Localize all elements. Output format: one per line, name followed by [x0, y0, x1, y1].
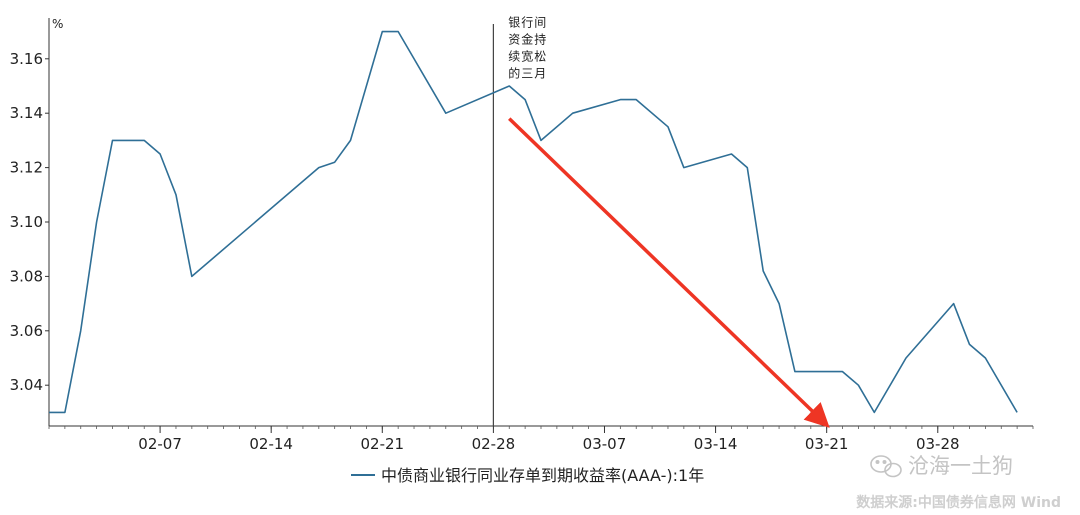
x-tick-label: 02-28 — [472, 435, 516, 453]
legend: 中债商业银行同业存单到期收益率(AAA-):1年 — [351, 466, 704, 485]
axes: 02-07 02-14 02-21 02-28 03-07 03-14 03-21 03-28… — [10, 18, 1034, 453]
y-tick-label: 3.10 — [10, 213, 43, 231]
x-tick-label: 03-28 — [916, 435, 960, 453]
trend-arrow — [508, 117, 830, 428]
y-ticks: 3.04 3.06 3.08 3.10 3.12 3.14 3.16 — [10, 50, 49, 394]
y-tick-label: 3.06 — [10, 322, 43, 340]
source-text: 数据来源:中国债券信息网 Wind — [856, 494, 1061, 511]
x-major-ticks: 02-07 02-14 02-21 02-28 03-07 03-14 03-21 03-28 — [138, 426, 960, 453]
y-tick-label: 3.08 — [10, 267, 43, 285]
x-tick-label: 02-14 — [249, 435, 293, 453]
x-tick-label: 03-14 — [694, 435, 738, 453]
series-line — [49, 30, 1018, 414]
annotation-line: 资金持 — [508, 32, 547, 47]
wechat-icon — [870, 455, 902, 478]
x-tick-label: 02-07 — [138, 435, 182, 453]
x-tick-label: 03-07 — [583, 435, 627, 453]
legend-label: 中债商业银行同业存单到期收益率(AAA-):1年 — [381, 466, 704, 485]
annotation-line: 银行间 — [508, 16, 547, 30]
watermark: 沧海一土狗 — [870, 454, 1013, 478]
x-tick-label: 03-21 — [805, 435, 849, 453]
y-unit-label: % — [52, 17, 63, 31]
watermark-text: 沧海一土狗 — [908, 454, 1013, 478]
y-tick-label: 3.12 — [10, 159, 43, 177]
y-tick-label: 3.16 — [10, 50, 43, 68]
y-tick-label: 3.14 — [10, 104, 43, 122]
y-tick-label: 3.04 — [10, 376, 43, 394]
annotation-line: 的三月 — [508, 66, 547, 81]
annotation-line: 续宽松 — [508, 49, 547, 64]
annotation-text: 银行间资金持续宽松的三月 — [508, 16, 547, 81]
x-tick-label: 02-21 — [360, 435, 404, 453]
